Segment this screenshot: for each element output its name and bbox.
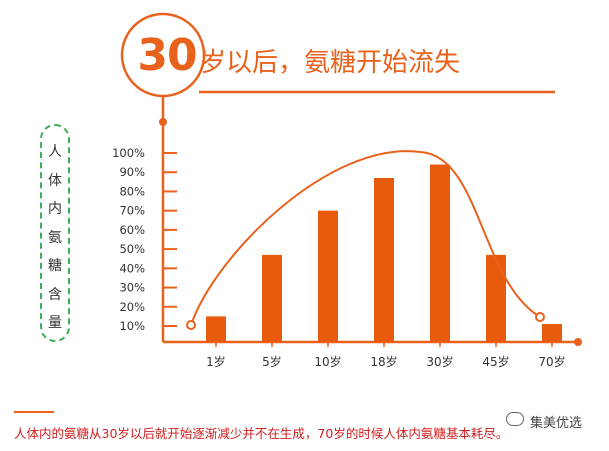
- y-tick-label: 10%: [119, 319, 145, 333]
- y-tick-label: 50%: [119, 242, 145, 256]
- x-tick-label: 45岁: [482, 354, 509, 369]
- y-axis-label-box: 人体内氨糖含量: [40, 124, 70, 342]
- x-tick-label: 18岁: [370, 354, 397, 369]
- trend-curve: [190, 150, 541, 326]
- title-highlight-number: 30: [137, 30, 197, 81]
- bar: [318, 210, 338, 342]
- x-tick-label: 10岁: [314, 354, 341, 369]
- caption-accent-line: [14, 411, 54, 413]
- bar: [486, 254, 506, 342]
- bar: [374, 177, 394, 342]
- y-tick-label: 30%: [119, 281, 145, 295]
- watermark: 集美优选: [530, 416, 583, 431]
- x-tick-label: 5岁: [262, 354, 282, 369]
- y-tick-label: 20%: [119, 300, 145, 314]
- caption: 人体内的氨糖从30岁以后就开始逐渐减少并不在生成，70岁的时候人体内氨糖基本耗尽…: [14, 426, 509, 441]
- y-tick-label: 80%: [119, 184, 145, 198]
- chat-bubble-icon: [506, 412, 524, 426]
- bar: [262, 254, 282, 342]
- y-tick-label: 60%: [119, 223, 145, 237]
- x-tick-label: 1岁: [206, 354, 226, 369]
- trend-end-dot: [535, 312, 545, 322]
- y-tick-label: 100%: [112, 146, 145, 160]
- y-axis-label: 人体内氨糖含量: [48, 144, 62, 331]
- trend-start-dot: [186, 320, 196, 330]
- title-area: 30 岁以后，氨糖开始流失: [0, 0, 609, 130]
- title-circle: [120, 12, 206, 98]
- y-tick-label: 70%: [119, 204, 145, 218]
- bar: [430, 164, 450, 342]
- y-tick-label: 40%: [119, 261, 145, 275]
- y-tick-label: 90%: [119, 165, 145, 179]
- x-tick-label: 70岁: [538, 354, 565, 369]
- bar: [206, 316, 226, 342]
- bar: [542, 324, 562, 342]
- chart-title: 岁以后，氨糖开始流失: [200, 48, 461, 78]
- x-axis-end-dot: [574, 338, 582, 346]
- x-tick-label: 30岁: [426, 354, 453, 369]
